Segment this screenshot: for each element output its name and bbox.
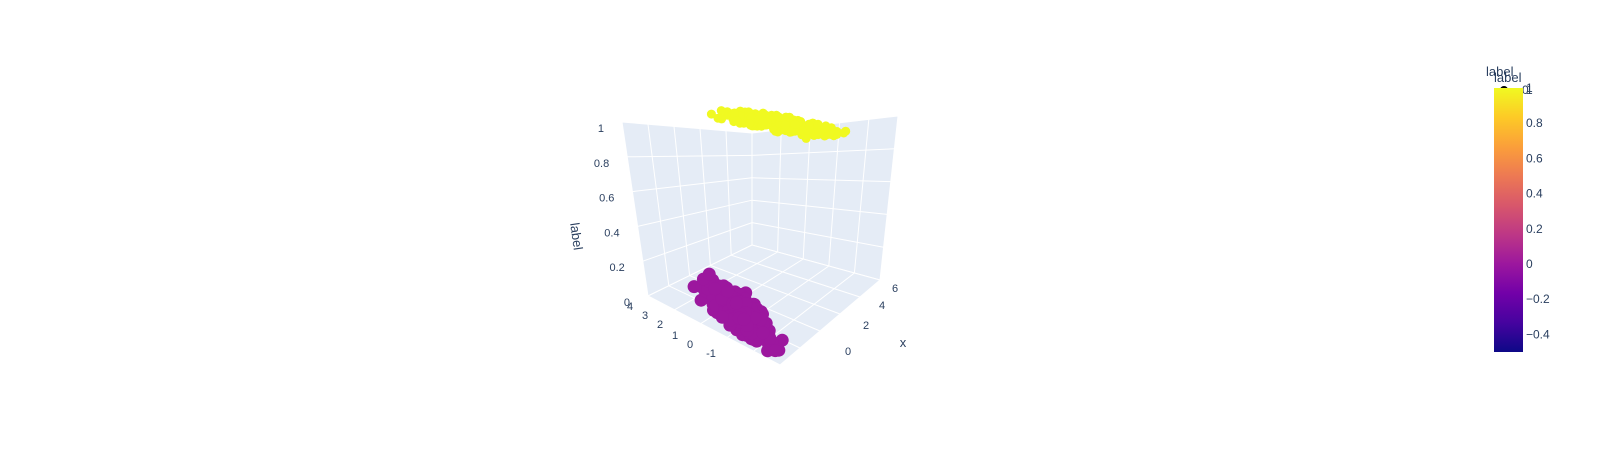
cluster-point-label-1	[716, 106, 726, 116]
cluster-point-label-1	[813, 119, 823, 129]
z-axis-title: label	[567, 222, 586, 251]
colorbar-tick-label: −0.4	[1526, 327, 1550, 341]
cluster-point-label-1	[780, 120, 790, 130]
cluster-point-label-0	[756, 326, 770, 340]
y-tick-label: -1	[706, 348, 716, 360]
grid-line	[828, 122, 841, 267]
grid-line	[777, 129, 782, 253]
colorbar-tick-label: 0.6	[1526, 151, 1543, 165]
cluster-point-label-0	[768, 344, 782, 358]
legend-label-1: 1	[1526, 83, 1533, 97]
x-tick-label: 2	[863, 320, 869, 332]
grid-line	[627, 154, 753, 158]
cluster-point-label-1	[745, 119, 754, 129]
cluster-point-label-1	[706, 109, 716, 119]
cluster-point-label-0	[702, 267, 716, 281]
grid-line	[632, 177, 753, 193]
grid-line	[725, 130, 732, 256]
cluster-point-label-1	[804, 121, 814, 131]
grid-line	[751, 177, 891, 183]
y-tick-label: 1	[672, 330, 678, 342]
y-tick-label: 4	[627, 301, 633, 313]
colorbar-tick-label: 1	[1526, 81, 1533, 95]
legend-item-1[interactable]: 1	[1526, 83, 1533, 97]
z-tick-label: 0.6	[599, 193, 614, 205]
grid-line	[699, 128, 711, 266]
colorbar[interactable]: label 1 0.8 0.6 0.4 0.2 0 −0.2 −0.4	[1494, 70, 1550, 352]
cluster-point-label-1	[732, 116, 742, 126]
x-tick-label: 0	[845, 346, 851, 358]
cluster-point-label-1	[812, 127, 822, 137]
grid-line	[673, 126, 691, 276]
cluster-point-label-0	[737, 312, 751, 326]
grid-line	[751, 148, 895, 156]
legend-title: label	[1486, 64, 1514, 79]
cluster-point-label-0	[708, 282, 722, 296]
x-tick-label: 4	[879, 300, 885, 312]
grid-line	[642, 222, 753, 262]
z-tick-label: 0.8	[594, 158, 609, 170]
x-axis-title: x	[900, 335, 907, 350]
colorbar-gradient	[1494, 88, 1523, 352]
cluster-point-label-0	[729, 296, 743, 310]
colorbar-tick-label: 0.2	[1526, 222, 1543, 236]
cluster-point-label-0	[715, 310, 729, 324]
y-tick-label: 2	[657, 319, 663, 331]
z-tick-label: 1	[598, 123, 604, 135]
cluster-point-label-1	[790, 119, 800, 129]
colorbar-tick-label: 0.8	[1526, 116, 1543, 130]
colorbar-ticks: 1 0.8 0.6 0.4 0.2 0 −0.2 −0.4	[1526, 81, 1550, 341]
cluster-point-label-1	[729, 108, 739, 118]
colorbar-title: label	[1494, 70, 1522, 85]
cluster-point-label-0	[721, 284, 735, 298]
cluster-point-label-1	[841, 126, 851, 136]
colorbar-tick-label: 0.4	[1526, 187, 1543, 201]
x-tick-label: 6	[892, 283, 898, 295]
grid-line	[710, 264, 841, 315]
cluster-point-label-0	[775, 333, 789, 347]
z-tick-label: 0.4	[604, 227, 619, 239]
cluster-point-label-1	[717, 114, 727, 124]
colorbar-tick-label: 0	[1526, 257, 1533, 271]
cluster-point-label-1	[758, 117, 768, 127]
y-tick-label: 0	[687, 339, 693, 351]
points-layer	[687, 106, 851, 358]
colorbar-tick-label: −0.2	[1526, 292, 1550, 306]
grid-line	[802, 126, 811, 260]
cluster-point-label-1	[786, 127, 796, 137]
grid-line	[637, 199, 753, 227]
grid-line	[751, 199, 888, 215]
legend-label-0: 0	[1522, 83, 1529, 97]
grid-line	[647, 124, 670, 286]
grid-line	[751, 222, 884, 248]
z-tick-label: 0	[624, 297, 630, 309]
cluster-point-label-1	[774, 112, 784, 122]
cluster-point-label-1	[820, 123, 830, 133]
z-tick-label: 0.2	[610, 262, 625, 274]
y-tick-label: 3	[642, 310, 648, 322]
grid-line	[853, 119, 870, 274]
grid-line	[731, 254, 861, 298]
